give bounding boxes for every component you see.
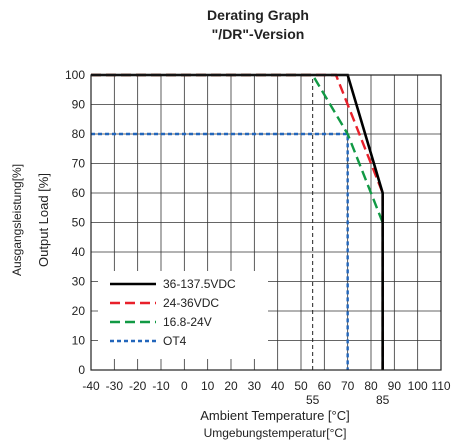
y-tick-label: 50 — [72, 216, 86, 230]
x-tick-label: 30 — [248, 379, 262, 393]
x-axis-label: Ambient Temperature [°C] — [200, 408, 349, 423]
chart-subtitle: "/DR"-Version — [212, 26, 305, 42]
y-tick-label: 90 — [72, 98, 86, 112]
legend-box — [98, 271, 268, 359]
y-tick-label: 60 — [72, 186, 86, 200]
plot-frame — [90, 74, 442, 371]
y-tick-label: 40 — [72, 245, 86, 259]
x-tick-label: 0 — [181, 379, 188, 393]
series-line — [91, 73, 384, 370]
y-tick-label: 100 — [65, 68, 85, 82]
y-tick-label: 0 — [78, 363, 85, 377]
legend-label: 36-137.5VDC — [163, 277, 236, 291]
x-tick-label: 100 — [408, 379, 428, 393]
y-tick-label: 10 — [72, 334, 86, 348]
chart-title: Derating Graph — [207, 7, 309, 23]
y-axis-label: Output Load [%] — [36, 173, 51, 267]
x-tick-label: 90 — [388, 379, 402, 393]
y-axis-label-secondary: Ausgangsleistung[%] — [10, 164, 24, 276]
y-tick-labels: 0 10 20 30 40 50 60 70 80 90 100 — [65, 68, 85, 377]
x-tick-label: 20 — [224, 379, 238, 393]
x-tick-label: 60 — [318, 379, 332, 393]
legend-label: 24-36VDC — [163, 296, 219, 310]
x-tick-label-extra: 55 — [306, 393, 320, 407]
x-tick-label: -30 — [106, 379, 124, 393]
x-tick-label: -10 — [152, 379, 170, 393]
y-tick-label: 30 — [72, 275, 86, 289]
x-tick-label: -40 — [82, 379, 100, 393]
x-axis-label-secondary: Umgebungstemperatur[°C] — [204, 426, 347, 440]
x-tick-label-extra: 85 — [376, 393, 390, 407]
x-tick-label: 50 — [294, 379, 308, 393]
x-tick-label: 110 — [431, 379, 450, 393]
y-tick-label: 20 — [72, 304, 86, 318]
legend-label: 16.8-24V — [163, 315, 212, 329]
x-tick-labels: -40 -30 -20 -10 0 10 20 30 40 50 60 70 80 90 100 110 55 8… — [82, 379, 451, 407]
x-tick-label: 80 — [364, 379, 378, 393]
legend-label: OT4 — [163, 334, 187, 348]
grid — [91, 75, 441, 370]
x-tick-label: 70 — [341, 379, 355, 393]
x-tick-label: 10 — [201, 379, 215, 393]
series-line — [91, 132, 349, 370]
y-tick-label: 70 — [72, 157, 86, 171]
legend: 36-137.5VDC 24-36VDC 16.8-24V OT4 — [98, 271, 268, 359]
y-tick-label: 80 — [72, 127, 86, 141]
x-tick-label: 40 — [271, 379, 285, 393]
x-tick-label: -20 — [129, 379, 147, 393]
